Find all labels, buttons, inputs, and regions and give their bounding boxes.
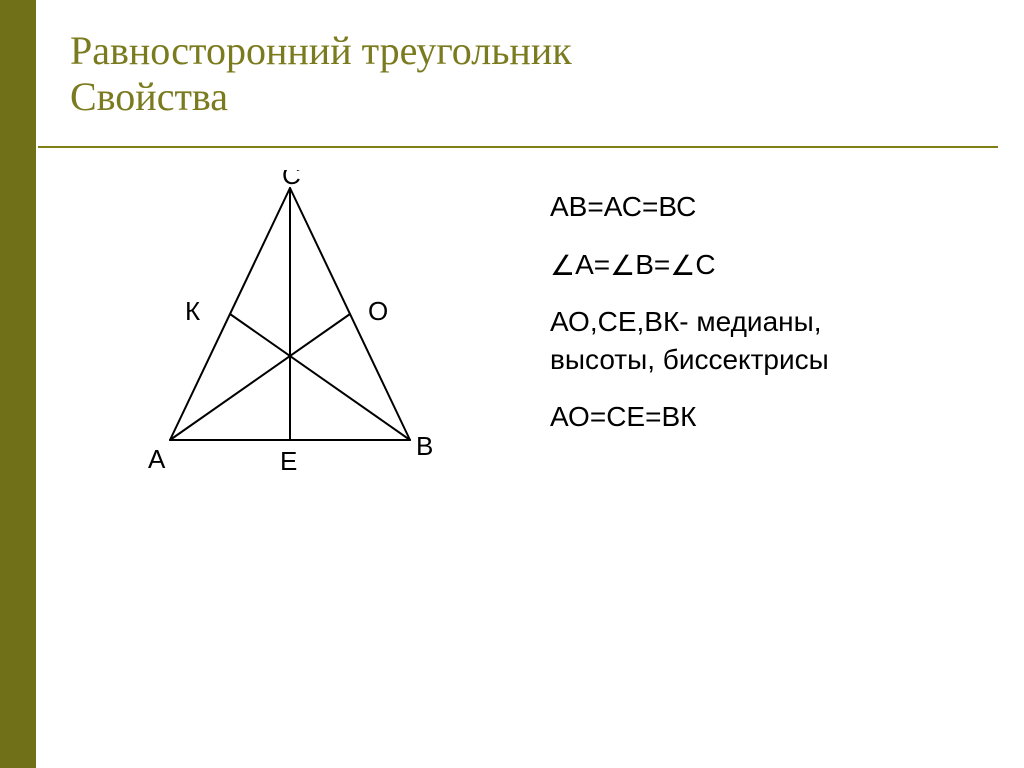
- triangle-svg: А В С К О Е: [130, 170, 460, 490]
- prop-equal-cevians: АО=СЕ=ВК: [550, 400, 990, 434]
- svg-text:О: О: [368, 296, 388, 326]
- prop-angles: ∠А=∠В=∠С: [550, 248, 990, 282]
- svg-text:С: С: [282, 170, 301, 190]
- title-block: Равносторонний треугольник Свойства: [70, 28, 572, 120]
- left-accent-bar: [0, 0, 36, 768]
- triangle-diagram: А В С К О Е: [130, 170, 460, 495]
- title-line-2: Свойства: [70, 74, 572, 120]
- slide: Равносторонний треугольник Свойства А В С К…: [0, 0, 1024, 768]
- angle-icon: ∠: [550, 249, 575, 283]
- svg-text:К: К: [185, 296, 200, 326]
- properties-list: АВ=АС=ВС ∠А=∠В=∠С АО,СЕ,ВК- медианы, выс…: [550, 190, 990, 458]
- horizontal-rule: [38, 146, 998, 148]
- title-line-1: Равносторонний треугольник: [70, 28, 572, 74]
- angle-icon: ∠: [610, 249, 635, 283]
- prop-sides: АВ=АС=ВС: [550, 190, 990, 224]
- prop-medians-2: высоты, биссектрисы: [550, 343, 990, 377]
- angle-icon: ∠: [670, 249, 695, 283]
- svg-text:В: В: [416, 431, 433, 461]
- svg-text:Е: Е: [280, 446, 297, 476]
- svg-text:А: А: [148, 444, 166, 474]
- prop-medians-1: АО,СЕ,ВК- медианы,: [550, 305, 990, 339]
- prop-angles-text: А=: [575, 249, 610, 280]
